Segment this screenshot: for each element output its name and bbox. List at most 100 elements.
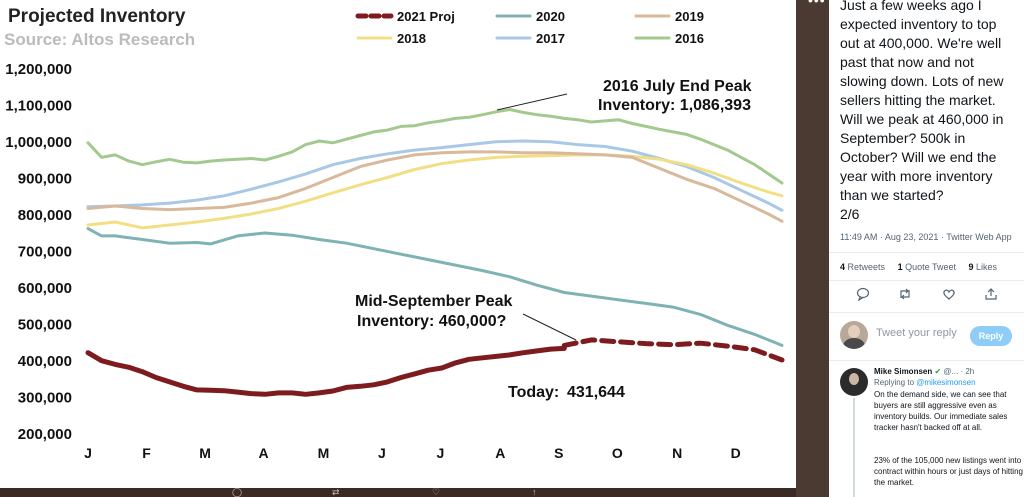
like-icon[interactable] (939, 286, 959, 306)
y-tick-label: 1,200,000 (5, 61, 72, 78)
retweet-icon[interactable]: ⇄ (332, 487, 340, 497)
reply-button[interactable]: Reply (970, 326, 1012, 346)
reply-text-paragraph-1: On the demand side, we can see that buye… (874, 390, 1008, 432)
replying-to-label: Replying to (874, 378, 915, 387)
reply-author-handle[interactable]: @... (943, 367, 959, 376)
y-tick-label: 1,000,000 (5, 134, 72, 151)
series-lines (85, 108, 785, 397)
x-tick-label: M (199, 445, 211, 461)
replying-to-handle[interactable]: @mikesimonsen (916, 378, 976, 387)
divider (829, 280, 1024, 281)
legend-label: 2019 (675, 9, 704, 24)
retweets-label: Retweets (847, 262, 886, 272)
share-icon[interactable] (981, 286, 1001, 306)
chart-title: Projected Inventory (8, 6, 186, 27)
today-value: 431,644 (567, 384, 625, 401)
y-tick-label: 400,000 (18, 353, 72, 370)
reply-author-name[interactable]: Mike Simonsen (874, 367, 933, 376)
like-icon[interactable]: ♡ (432, 487, 441, 497)
x-tick-label: F (142, 445, 151, 461)
retweet-icon-glyph (900, 288, 910, 300)
series-line-2016 (86, 108, 784, 185)
replying-to: Replying to @mikesimonsen (874, 378, 976, 387)
x-tick-label: A (495, 445, 505, 461)
more-options-icon[interactable]: ••• (808, 0, 826, 8)
legend-label: 2020 (536, 9, 565, 24)
tweet-text-paragraph-2: Will we peak at 460,000 in September? 50… (840, 111, 1004, 203)
tweet-timestamp[interactable]: 11:49 AM · Aug 23, 2021 · Twitter Web Ap… (840, 232, 1012, 242)
series-line-2021 (85, 345, 567, 397)
x-tick-label: A (258, 445, 268, 461)
mid-sept-annotation-line1: Mid-September Peak (355, 293, 512, 310)
x-tick-label: N (672, 445, 682, 461)
x-tick-label: J (378, 445, 386, 461)
legend-label: 2016 (675, 31, 704, 46)
likes-stat[interactable]: 9 Likes (969, 262, 998, 272)
divider (829, 360, 1024, 361)
quotes-label: Quote Tweet (905, 262, 956, 272)
peak-2016-leader-line (496, 93, 568, 111)
peak-2016-annotation-line2: Inventory: 1,086,393 (598, 97, 751, 114)
y-tick-label: 600,000 (18, 280, 72, 297)
series-line-2019 (86, 150, 784, 223)
mid-sept-leader-line (522, 313, 577, 341)
like-icon-glyph (943, 289, 955, 300)
likes-label: Likes (976, 262, 998, 272)
x-tick-label: J (437, 445, 445, 461)
quotes-count: 1 (897, 262, 903, 272)
peak-2016-annotation-line1: 2016 July End Peak (603, 78, 752, 95)
retweet-icon[interactable] (895, 286, 915, 306)
y-tick-label: 1,100,000 (5, 98, 72, 115)
avatar[interactable] (840, 321, 868, 349)
share-icon-glyph (985, 288, 997, 300)
series-line-2020 (86, 227, 784, 347)
likes-count: 9 (968, 262, 974, 272)
chart-legend: 2021 Proj 2020 2019 2018 2017 2016 (355, 9, 704, 46)
legend-label: 2018 (397, 31, 426, 46)
tweet-actions (829, 286, 1024, 308)
chart-image: Projected Inventory Source: Altos Resear… (0, 0, 796, 488)
y-axis-ticks: 1,200,000 1,100,000 1,000,000 900,000 800,00… (5, 61, 72, 443)
divider (829, 312, 1024, 313)
x-tick-label: S (554, 445, 563, 461)
y-tick-label: 900,000 (18, 171, 72, 188)
y-tick-label: 200,000 (18, 426, 72, 443)
thread-count: 2/6 (840, 206, 860, 222)
inventory-chart: Projected Inventory Source: Altos Resear… (4, 6, 785, 461)
x-tick-label: D (731, 445, 741, 461)
y-tick-label: 500,000 (18, 317, 72, 334)
reply-icon[interactable] (853, 286, 873, 306)
share-icon[interactable]: ↑ (532, 487, 537, 497)
tweet-text-paragraph-1: Just a few weeks ago I expected inventor… (840, 0, 1004, 108)
legend-label: 2021 Proj (397, 9, 455, 24)
timeline-gutter (796, 0, 829, 497)
reply-text-paragraph-2: 23% of the 105,000 new listings went int… (874, 456, 1023, 487)
tweet-panel: Just a few weeks ago I expected inventor… (829, 0, 1024, 497)
reply-icon[interactable]: ◯ (232, 487, 243, 497)
mid-sept-annotation-line2: Inventory: 460,000? (357, 313, 506, 330)
reply-time: · 2h (960, 367, 975, 376)
chart-subtitle: Source: Altos Research (4, 30, 195, 49)
reply-input[interactable]: Tweet your reply (876, 327, 957, 339)
reply-author-avatar[interactable] (840, 368, 868, 396)
engagement-stats: 4 Retweets 1 Quote Tweet 9 Likes (840, 262, 1007, 272)
today-label: Today: (508, 384, 559, 401)
thread-connector (853, 398, 855, 497)
y-tick-label: 300,000 (18, 390, 72, 407)
y-tick-label: 700,000 (18, 244, 72, 261)
series-line-2018 (86, 153, 784, 230)
reply-header: Mike Simonsen ✔ @... · 2h (874, 367, 974, 376)
reply-icon-glyph (856, 287, 870, 302)
badge-icon: ✔ (934, 367, 942, 376)
y-tick-label: 800,000 (18, 207, 72, 224)
divider (829, 252, 1024, 253)
x-tick-label: M (318, 445, 330, 461)
series-line-2021-proj (561, 337, 785, 363)
x-tick-label: O (612, 445, 623, 461)
retweets-count: 4 (840, 262, 846, 272)
quote-tweets-stat[interactable]: 1 Quote Tweet (898, 262, 956, 272)
card-footer (0, 488, 796, 497)
retweets-stat[interactable]: 4 Retweets (840, 262, 885, 272)
x-tick-label: J (84, 445, 92, 461)
